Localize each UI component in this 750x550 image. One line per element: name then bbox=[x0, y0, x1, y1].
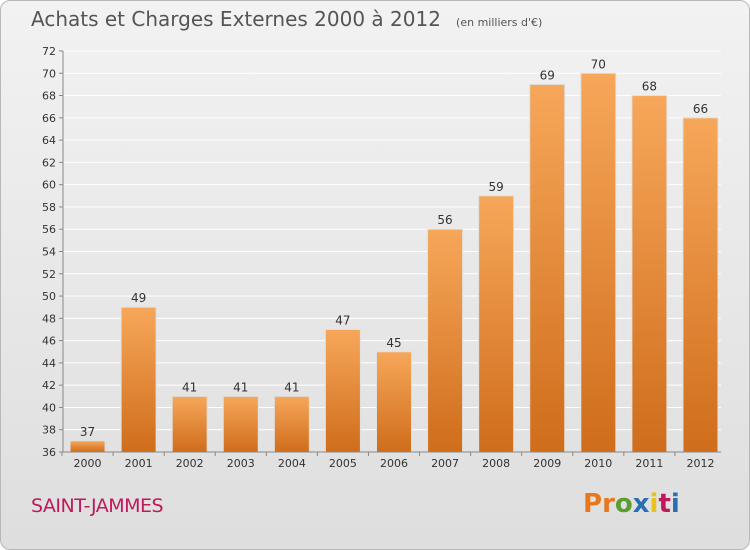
x-tick-label-2011: 2011 bbox=[635, 457, 663, 470]
y-tick-label: 52 bbox=[42, 268, 56, 281]
bar-2001 bbox=[120, 306, 157, 453]
data-label-2011: 68 bbox=[642, 80, 657, 94]
logo-letter: i bbox=[649, 489, 659, 519]
data-label-2001: 49 bbox=[131, 291, 146, 305]
proxiti-logo[interactable]: Proxiti bbox=[583, 489, 680, 519]
x-tick-label-2002: 2002 bbox=[176, 457, 204, 470]
data-label-2012: 66 bbox=[693, 102, 708, 116]
commune-name: SAINT-JAMMES bbox=[31, 495, 164, 517]
x-tick-label-2007: 2007 bbox=[431, 457, 459, 470]
y-axis: 36 38 40 42 44 46 48 50 52 54 56 58 60 62 64 66 68 70 72 bbox=[42, 45, 64, 459]
y-tick-label: 36 bbox=[42, 446, 56, 459]
bar-2010 bbox=[580, 72, 617, 453]
bars bbox=[69, 72, 719, 453]
title-row: Achats et Charges Externes 2000 à 2012 (… bbox=[31, 7, 542, 31]
y-tick-label: 50 bbox=[42, 290, 56, 303]
data-label-2006: 45 bbox=[386, 336, 401, 350]
bar-2006 bbox=[376, 351, 412, 453]
y-tick-label: 44 bbox=[42, 357, 56, 370]
x-tick-label-2008: 2008 bbox=[482, 457, 510, 470]
bar-2004 bbox=[273, 395, 310, 453]
y-tick-label: 46 bbox=[42, 335, 56, 348]
y-tick-label: 70 bbox=[42, 67, 56, 80]
logo-letter: t bbox=[658, 489, 671, 519]
data-label-2007: 56 bbox=[437, 213, 452, 227]
y-tick-label: 64 bbox=[42, 134, 56, 147]
bar-2003 bbox=[222, 395, 259, 453]
bar-2007 bbox=[427, 228, 464, 453]
y-tick-label: 38 bbox=[42, 424, 56, 437]
y-tick-label: 48 bbox=[42, 312, 56, 325]
x-tick-label-2000: 2000 bbox=[74, 457, 102, 470]
logo-letter: r bbox=[602, 489, 615, 519]
x-tick-label-2003: 2003 bbox=[227, 457, 255, 470]
data-label-2003: 41 bbox=[233, 380, 248, 394]
x-tick-label-2010: 2010 bbox=[584, 457, 612, 470]
x-tick-label-2006: 2006 bbox=[380, 457, 408, 470]
bar-2008 bbox=[478, 195, 515, 453]
bar-2005 bbox=[324, 328, 361, 453]
bar-2012 bbox=[682, 117, 719, 453]
y-tick-label: 58 bbox=[42, 201, 56, 214]
y-tick-label: 60 bbox=[42, 179, 56, 192]
chart-title: Achats et Charges Externes 2000 à 2012 bbox=[31, 7, 441, 31]
data-label-2004: 41 bbox=[284, 380, 299, 394]
y-tick-label: 54 bbox=[42, 246, 56, 259]
logo-letter: o bbox=[614, 489, 633, 519]
logo-letter: x bbox=[632, 489, 650, 519]
logo-letter: i bbox=[670, 489, 680, 519]
bar-2009 bbox=[529, 83, 566, 453]
data-label-2002: 41 bbox=[182, 380, 197, 394]
x-tick-label-2009: 2009 bbox=[533, 457, 561, 470]
y-tick-label: 56 bbox=[42, 223, 56, 236]
bar-2000 bbox=[69, 440, 106, 453]
bar-2011 bbox=[631, 95, 668, 453]
x-tick-label-2012: 2012 bbox=[686, 457, 714, 470]
data-label-2009: 69 bbox=[540, 68, 555, 82]
y-tick-label: 40 bbox=[42, 401, 56, 414]
x-tick-label-2001: 2001 bbox=[125, 457, 153, 470]
x-axis: 2000 2001 2002 2003 2004 2005 2006 2007 2008 2009… bbox=[61, 451, 721, 470]
x-tick-label-2005: 2005 bbox=[329, 457, 357, 470]
data-label-2005: 47 bbox=[335, 313, 350, 327]
data-label-2000: 37 bbox=[80, 425, 95, 439]
data-labels: 37 49 41 41 41 47 45 56 59 69 70 68 66 bbox=[80, 57, 708, 439]
y-tick-label: 72 bbox=[42, 45, 56, 58]
chart-unit: (en milliers d'€) bbox=[456, 16, 543, 29]
data-label-2010: 70 bbox=[591, 57, 606, 71]
y-tick-label: 42 bbox=[42, 379, 56, 392]
logo-letter: P bbox=[583, 489, 603, 519]
y-tick-label: 62 bbox=[42, 156, 56, 169]
x-tick-label-2004: 2004 bbox=[278, 457, 306, 470]
y-tick-label: 68 bbox=[42, 90, 56, 103]
y-tick-label: 66 bbox=[42, 112, 56, 125]
data-label-2008: 59 bbox=[489, 180, 504, 194]
bar-2002 bbox=[171, 395, 208, 453]
